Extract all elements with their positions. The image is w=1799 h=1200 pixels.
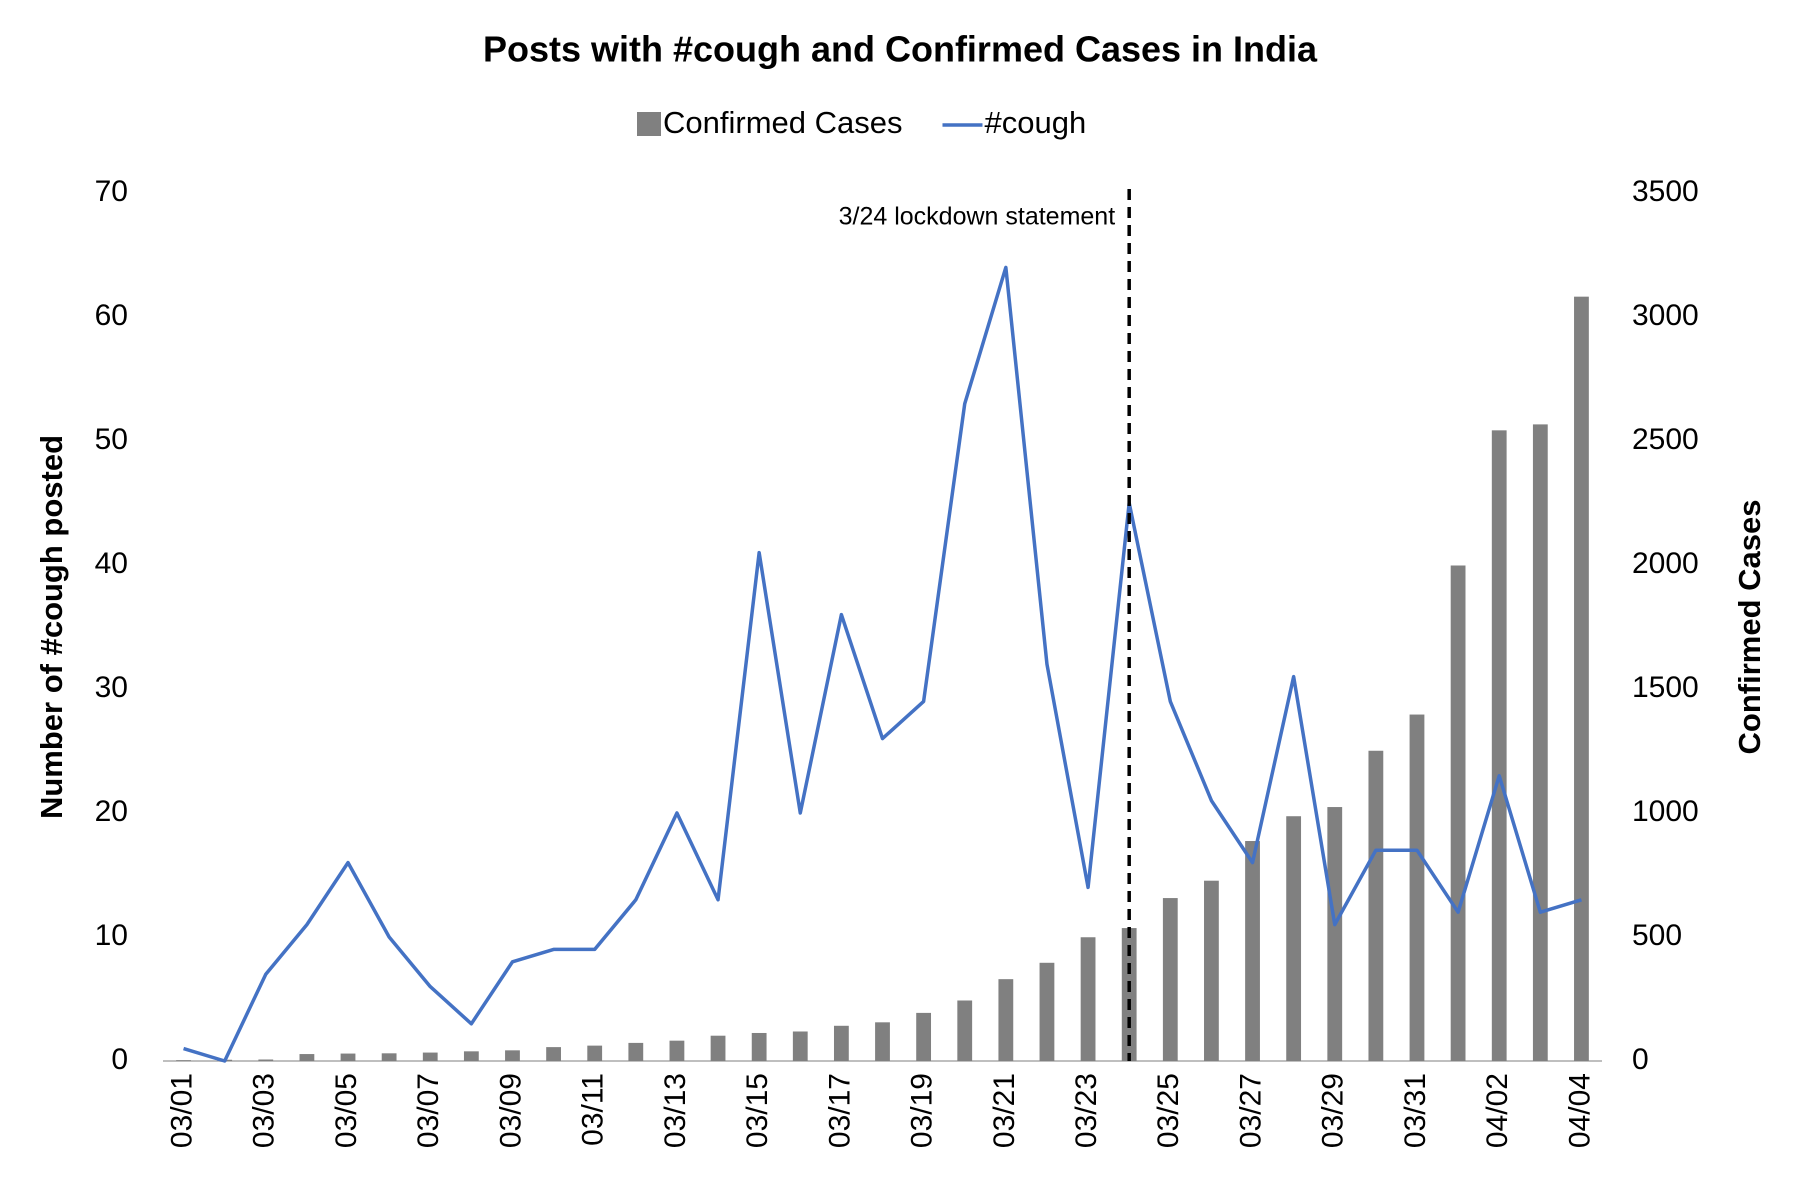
y2-tick-label: 3000 <box>1632 299 1699 332</box>
annotation-text: 3/24 lockdown statement <box>839 203 1116 231</box>
x-tick-label: 03/05 <box>330 1073 363 1148</box>
y-tick-label: 20 <box>95 795 128 828</box>
bar <box>1491 430 1507 1061</box>
bar <box>1532 424 1548 1061</box>
bar <box>258 1059 274 1061</box>
y2-axis-label: Confirmed Cases <box>1732 500 1767 755</box>
y-tick-label: 50 <box>95 423 128 456</box>
x-tick-label: 03/25 <box>1152 1073 1185 1148</box>
y2-tick-label: 1500 <box>1632 671 1699 704</box>
bar <box>299 1054 315 1061</box>
bar <box>505 1050 520 1061</box>
bar <box>957 1000 973 1061</box>
bar <box>463 1051 479 1061</box>
x-tick-label: 03/07 <box>412 1073 445 1148</box>
x-tick-label: 03/13 <box>659 1073 692 1148</box>
legend-swatch <box>637 112 661 136</box>
x-tick-label: 03/29 <box>1317 1073 1350 1148</box>
x-tick-label: 03/09 <box>494 1073 527 1148</box>
y-tick-label: 10 <box>95 919 128 952</box>
y-tick-label: 0 <box>111 1043 128 1076</box>
bar <box>833 1025 849 1061</box>
y2-tick-label: 3500 <box>1632 175 1699 208</box>
x-tick-label: 03/01 <box>165 1073 198 1148</box>
y-tick-label: 30 <box>95 671 128 704</box>
bar <box>1368 750 1384 1061</box>
bar <box>1080 937 1096 1061</box>
x-tick-label: 03/21 <box>988 1073 1021 1148</box>
bar <box>916 1012 932 1061</box>
x-tick-label: 03/31 <box>1399 1073 1432 1148</box>
y-tick-label: 70 <box>95 175 128 208</box>
bar <box>1574 296 1589 1061</box>
bar <box>1286 816 1302 1061</box>
bar <box>176 1060 191 1061</box>
x-tick-label: 03/23 <box>1070 1073 1103 1148</box>
bar <box>1162 898 1178 1061</box>
x-tick-label: 04/04 <box>1563 1073 1596 1148</box>
x-tick-label: 03/27 <box>1234 1073 1267 1148</box>
x-tick-label: 03/17 <box>823 1073 856 1148</box>
bar <box>422 1052 438 1061</box>
x-tick-label: 04/02 <box>1481 1073 1514 1148</box>
bar <box>546 1047 561 1061</box>
bar <box>1121 928 1137 1061</box>
bar <box>669 1040 685 1061</box>
bar <box>587 1045 603 1061</box>
bar <box>1039 962 1055 1061</box>
bar <box>1409 714 1425 1061</box>
bar <box>998 979 1014 1061</box>
bar <box>1450 565 1466 1061</box>
y-tick-label: 40 <box>95 547 128 580</box>
y2-tick-label: 1000 <box>1632 795 1699 828</box>
y-tick-label: 60 <box>95 299 128 332</box>
y2-tick-label: 2500 <box>1632 423 1699 456</box>
y2-tick-label: 0 <box>1632 1043 1649 1076</box>
y2-tick-label: 500 <box>1632 919 1682 952</box>
x-tick-label: 03/11 <box>577 1073 610 1146</box>
bar <box>875 1022 890 1061</box>
bar <box>792 1031 808 1061</box>
x-tick-label: 03/03 <box>248 1073 281 1148</box>
legend-label: #cough <box>984 105 1086 140</box>
bar <box>1327 807 1343 1061</box>
bar <box>628 1042 644 1061</box>
bar <box>751 1032 767 1061</box>
chart-title: Posts with #cough and Confirmed Cases in… <box>483 29 1318 70</box>
bar <box>340 1053 356 1061</box>
bar <box>1204 880 1219 1061</box>
bar <box>1245 841 1260 1061</box>
bar <box>710 1035 726 1061</box>
y-axis-label: Number of #cough posted <box>34 435 69 819</box>
x-tick-label: 03/15 <box>741 1073 774 1148</box>
bar <box>381 1053 397 1061</box>
y2-tick-label: 2000 <box>1632 547 1699 580</box>
x-tick-label: 03/19 <box>906 1073 939 1148</box>
line <box>183 265 1582 1063</box>
legend-label: Confirmed Cases <box>663 105 902 140</box>
